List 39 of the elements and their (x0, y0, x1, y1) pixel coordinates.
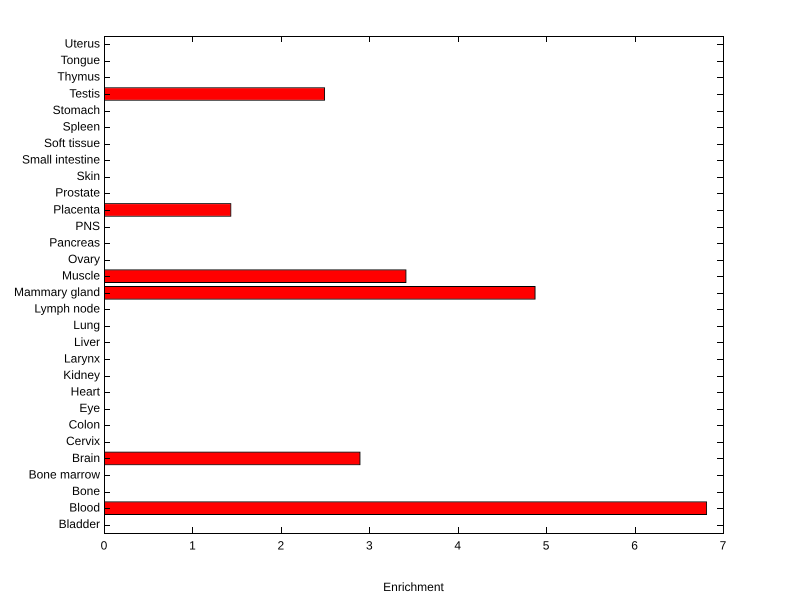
x-tick-label: 6 (631, 538, 638, 553)
x-tick-label: 7 (720, 538, 727, 553)
y-tick-label: PNS (75, 218, 100, 233)
x-tick-label: 5 (542, 538, 550, 553)
y-tick-label: Soft tissue (44, 136, 100, 150)
y-tick-label: Cervix (66, 434, 100, 448)
y-tick-label: Colon (68, 418, 100, 432)
y-tick-label: Brain (72, 450, 100, 465)
x-tick-label: 1 (189, 538, 196, 553)
y-tick-label: Bone marrow (28, 467, 100, 482)
y-tick-label: Prostate (55, 186, 100, 200)
y-tick-label: Kidney (63, 368, 100, 382)
y-tick-label: Blood (69, 500, 100, 514)
y-tick-label: Lymph node (34, 302, 100, 316)
y-tick-label: Larynx (64, 351, 100, 366)
x-tick-label: 0 (100, 538, 108, 553)
y-tick-label: Uterus (64, 36, 100, 51)
y-tick-label: Pancreas (49, 235, 100, 250)
y-tick-label: Skin (76, 169, 100, 184)
y-tick-label: Bladder (58, 517, 100, 532)
y-tick-label: Testis (69, 86, 100, 100)
y-tick-label: Liver (74, 334, 100, 349)
x-tick-label: 4 (454, 538, 462, 553)
y-tick-label: Lung (73, 318, 100, 332)
x-tick-label: 2 (278, 538, 285, 553)
y-tick-label: Tongue (60, 53, 100, 68)
y-tick-label: Small intestine (22, 152, 100, 167)
y-tick-label: Ovary (68, 252, 100, 266)
y-tick-label: Placenta (53, 202, 100, 216)
y-tick-label: Spleen (62, 119, 100, 134)
y-tick-label: Thymus (57, 70, 100, 84)
y-tick-label: Bone (72, 484, 100, 498)
y-tick-label: Muscle (62, 268, 100, 283)
x-tick-label: 3 (366, 538, 373, 553)
y-tick-label: Stomach (52, 102, 100, 117)
x-axis-title: Enrichment (383, 580, 445, 594)
y-tick-label: Mammary gland (14, 285, 100, 300)
y-tick-label: Eye (79, 401, 100, 416)
y-tick-label: Heart (70, 384, 101, 398)
